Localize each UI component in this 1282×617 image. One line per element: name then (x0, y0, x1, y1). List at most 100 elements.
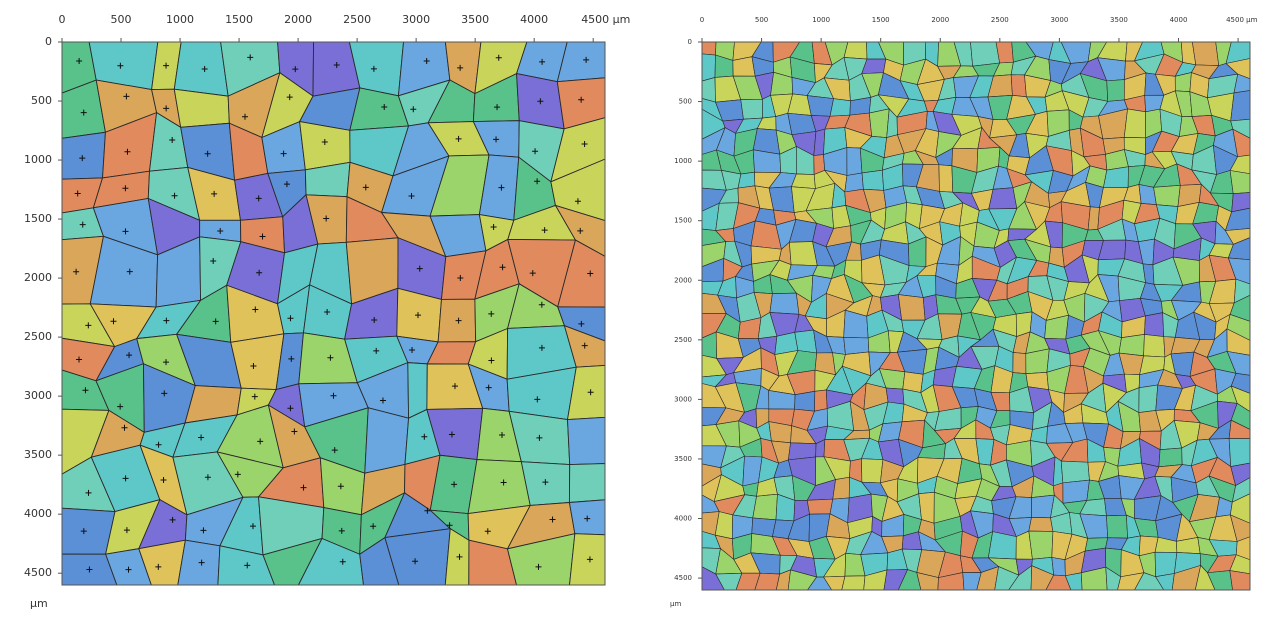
y-unit-label: µm (30, 597, 48, 610)
grain (365, 408, 409, 473)
grain (970, 42, 999, 66)
grain (988, 532, 1016, 559)
grain (1229, 439, 1250, 467)
grain (1013, 353, 1026, 374)
x-tick-label: 4000 (520, 13, 548, 26)
grain (1052, 557, 1066, 575)
y-tick-label: 3500 (674, 455, 692, 463)
x-tick-label: 2000 (931, 16, 949, 24)
grain (568, 417, 605, 464)
grain (1119, 334, 1144, 355)
grain (862, 170, 884, 190)
x-tick-label: 0 (700, 16, 704, 24)
x-tick-label: 2500 (991, 16, 1009, 24)
grain (1063, 480, 1090, 503)
grain (468, 460, 530, 514)
y-tick-label: 1500 (674, 217, 692, 225)
grain (1230, 170, 1250, 193)
grain (300, 122, 350, 170)
grain (770, 293, 799, 314)
y-tick-label: 500 (31, 94, 52, 107)
grain (830, 99, 850, 117)
grain (845, 173, 864, 192)
x-tick-label: 4500 µm (1226, 16, 1257, 24)
grain (174, 42, 228, 96)
grain (939, 165, 953, 192)
grain (1231, 90, 1250, 121)
y-tick-label: 4000 (674, 515, 692, 523)
grain (1061, 461, 1089, 483)
grain (989, 188, 1017, 209)
grain (807, 96, 833, 117)
grain (1230, 571, 1250, 590)
x-tick-label: 500 (111, 13, 132, 26)
grain (886, 388, 904, 404)
grain (815, 390, 828, 411)
grain (1144, 313, 1163, 337)
grain (738, 172, 755, 188)
grain (569, 464, 605, 503)
grain (898, 295, 925, 321)
grain (1029, 517, 1053, 531)
y-tick-label: 1000 (24, 153, 52, 166)
grain (807, 499, 833, 514)
grain-map (62, 42, 605, 585)
grain (1026, 349, 1050, 374)
grain (794, 391, 814, 411)
x-tick-label: 1500 (872, 16, 890, 24)
figure: 0 500 1000 1500 2000 2500 3000 3500 4000 4500 µm 0… (0, 0, 1282, 613)
y-tick-label: 2000 (674, 276, 692, 284)
y-tick-label: 4500 (24, 566, 52, 579)
grain (1144, 334, 1165, 357)
grain (1011, 75, 1026, 97)
grain (842, 576, 865, 590)
y-tick-label: 2500 (24, 330, 52, 343)
x-tick-label: 500 (755, 16, 768, 24)
grain (1124, 109, 1145, 138)
page: 0 500 1000 1500 2000 2500 3000 3500 4000 4500 µm 0… (0, 0, 1282, 617)
x-tick-label: 1000 (812, 16, 830, 24)
grain (833, 477, 850, 499)
grain (844, 42, 867, 59)
grain (1107, 80, 1125, 102)
y-tick-label: 2500 (674, 336, 692, 344)
grain (861, 459, 882, 483)
grain (795, 330, 817, 353)
grain (869, 109, 889, 138)
y-tick-label: 0 (45, 35, 52, 48)
x-tick-label: 4000 (1170, 16, 1188, 24)
x-tick-label: 3500 (1110, 16, 1128, 24)
grain (174, 89, 229, 127)
x-tick-label: 3000 (402, 13, 430, 26)
grain (1192, 42, 1218, 66)
x-tick-label: 2500 (343, 13, 371, 26)
x-tick-label: 3500 (461, 13, 489, 26)
y-tick-label: 3000 (674, 395, 692, 403)
grain (1106, 515, 1127, 538)
x-tick-label: 2000 (284, 13, 312, 26)
grain (408, 363, 427, 419)
grain (1159, 448, 1182, 467)
y-tick-label: 3000 (24, 389, 52, 402)
grain (1139, 385, 1158, 413)
grain (1103, 167, 1128, 188)
grain (702, 54, 715, 81)
grain (753, 494, 778, 520)
y-tick-label: 4500 (674, 574, 692, 582)
y-tick-label: 1500 (24, 212, 52, 225)
x-tick-label: 0 (59, 13, 66, 26)
y-tick-label: 4000 (24, 507, 52, 520)
y-unit-label: µm (670, 600, 681, 608)
grain-map (702, 42, 1250, 590)
grain (1155, 552, 1177, 576)
grain (741, 99, 763, 119)
x-tick-label: 3000 (1050, 16, 1068, 24)
x-tick-label: 4500 µm (581, 13, 630, 26)
grain (1029, 531, 1053, 559)
y-tick-label: 2000 (24, 271, 52, 284)
grain (844, 337, 869, 354)
grain (702, 42, 716, 55)
grain (62, 132, 105, 179)
grain (1154, 185, 1181, 206)
grain (733, 57, 755, 76)
